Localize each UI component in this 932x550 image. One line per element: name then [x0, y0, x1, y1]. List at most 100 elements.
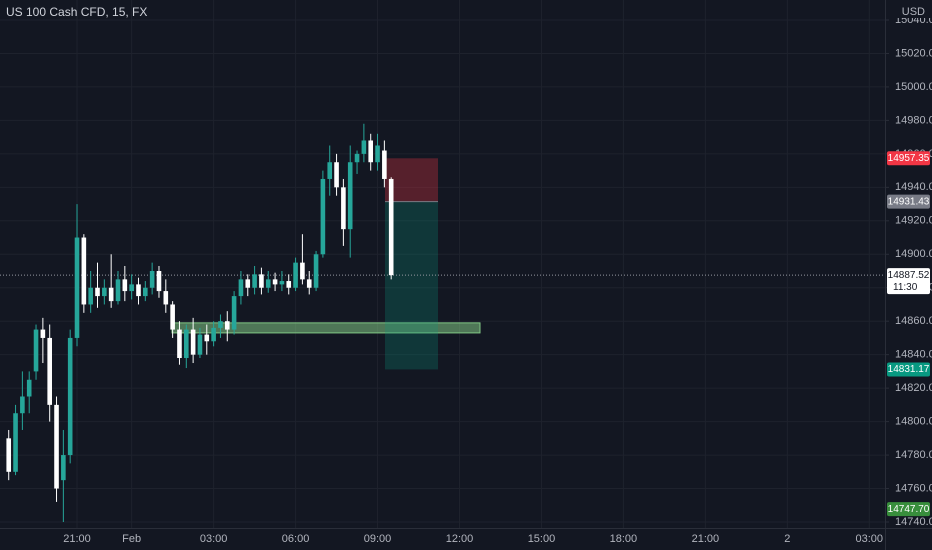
- candle-body: [156, 271, 162, 292]
- x-tick-label: 12:00: [446, 533, 474, 545]
- level-price-label-bg: [887, 502, 930, 517]
- candle-body: [320, 178, 326, 255]
- candle-body: [286, 281, 292, 288]
- x-tick-label: 09:00: [364, 533, 392, 545]
- currency: USD: [902, 6, 925, 18]
- candle-body: [347, 162, 353, 230]
- candle-body: [47, 337, 52, 405]
- entry-price-label-bg: [887, 194, 930, 209]
- target-zone: [385, 201, 438, 370]
- entry-price-label: 14931.43: [888, 196, 930, 207]
- axes: 14740.00 14760.00 14780.00 14800.00 14820.00…: [63, 14, 932, 545]
- candle-body: [211, 327, 216, 342]
- candle-body: [149, 271, 155, 288]
- candle-body: [102, 287, 107, 297]
- y-tick-label: 15000.00: [895, 81, 932, 93]
- candle-body: [33, 329, 39, 372]
- x-tick-label: 03:00: [856, 533, 884, 545]
- candle-body: [122, 279, 128, 292]
- candle-body: [375, 145, 380, 163]
- y-tick-label: 14740.00: [895, 516, 932, 528]
- candle-body: [13, 413, 18, 472]
- level-price-label: 14747.70: [888, 504, 930, 515]
- y-tick-label: 14940.00: [895, 181, 932, 193]
- candle-body: [313, 254, 319, 288]
- candle-body: [224, 321, 230, 330]
- stop-price-label-bg: [887, 151, 930, 166]
- target-price-label: 14831.17: [888, 364, 930, 375]
- y-tick-label: 14840.00: [895, 349, 932, 361]
- candle-body: [334, 162, 339, 188]
- candle-body: [293, 262, 298, 288]
- y-tick-label: 14780.00: [895, 449, 932, 461]
- stop-price-label: 14957.35: [888, 153, 930, 164]
- candle-body: [61, 455, 66, 481]
- candle-body: [129, 284, 134, 292]
- x-tick-label: 03:00: [200, 533, 228, 545]
- candle-body: [368, 140, 374, 163]
- plot: [0, 123, 885, 522]
- candle-body: [163, 291, 169, 305]
- target-price-label-bg: [887, 362, 930, 377]
- candle-body: [272, 279, 278, 285]
- y-tick-label: 15020.00: [895, 47, 932, 59]
- candle-body: [54, 404, 59, 489]
- candle-body: [265, 279, 271, 288]
- x-tick-label: 21:00: [63, 533, 91, 545]
- y-tick-label: 14980.00: [895, 114, 932, 126]
- x-tick-label: 18:00: [610, 533, 638, 545]
- candle-body: [143, 287, 148, 297]
- candle-body: [306, 279, 312, 288]
- y-tick-label: 14760.00: [895, 482, 932, 494]
- candle-body: [136, 284, 141, 297]
- candle-body: [74, 237, 80, 338]
- candle-body: [115, 279, 121, 302]
- y-tick-label: 14900.00: [895, 248, 932, 260]
- candle-body: [190, 329, 196, 355]
- x-tick-label: 15:00: [528, 533, 556, 545]
- candle-body: [40, 329, 46, 338]
- candle-body: [382, 150, 387, 179]
- stop-zone: [385, 158, 438, 202]
- currency-bg: [887, 4, 932, 18]
- candle-body: [245, 279, 251, 288]
- candle-body: [67, 337, 73, 456]
- x-tick-label: 2: [784, 533, 790, 545]
- candle-body: [26, 379, 32, 397]
- last-price-label: 14887.52: [888, 270, 930, 281]
- chart-title: US 100 Cash CFD, 15, FX: [6, 5, 147, 19]
- candle-body: [88, 287, 93, 305]
- candle-body: [177, 329, 182, 359]
- candle-body: [341, 187, 346, 230]
- y-tick-label: 14860.00: [895, 315, 932, 327]
- candle-body: [279, 281, 285, 285]
- candle-body: [183, 329, 189, 359]
- candle-body: [231, 296, 237, 330]
- candle-body: [20, 396, 25, 414]
- candle-body: [238, 279, 244, 297]
- candle-body: [361, 140, 367, 154]
- y-tick-label: 14920.00: [895, 215, 932, 227]
- x-tick-label: 06:00: [282, 533, 310, 545]
- candle-body: [252, 274, 257, 288]
- y-tick-label: 14820.00: [895, 382, 932, 394]
- candle-body: [108, 287, 114, 302]
- candle-body: [354, 153, 360, 163]
- candle-body: [259, 274, 264, 288]
- candle-body: [327, 162, 333, 179]
- candle-body: [388, 178, 394, 276]
- y-tick-label: 14800.00: [895, 416, 932, 428]
- candle-body: [197, 334, 203, 355]
- candle-body: [81, 237, 87, 305]
- candle-body: [170, 304, 175, 330]
- candle-body: [204, 334, 210, 342]
- candle-body: [218, 321, 223, 328]
- countdown-label: 11:30: [893, 282, 918, 293]
- x-tick-label: Feb: [122, 533, 141, 545]
- x-tick-label: 21:00: [692, 533, 720, 545]
- last-price-bg: [887, 268, 930, 295]
- candle-body: [95, 287, 100, 297]
- candle-body: [300, 262, 305, 280]
